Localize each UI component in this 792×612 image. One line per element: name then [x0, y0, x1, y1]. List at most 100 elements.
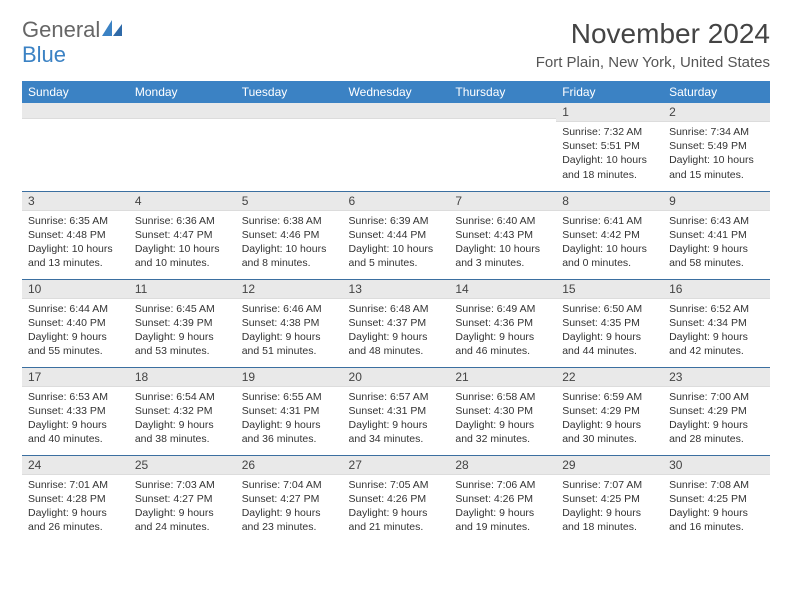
sunset-text: Sunset: 4:35 PM	[562, 316, 657, 330]
day-details: Sunrise: 7:03 AMSunset: 4:27 PMDaylight:…	[129, 475, 236, 541]
calendar-day-cell: 12Sunrise: 6:46 AMSunset: 4:38 PMDayligh…	[236, 279, 343, 367]
daylight-text: Daylight: 9 hours and 18 minutes.	[562, 506, 657, 534]
day-details	[343, 119, 450, 128]
day-details	[22, 119, 129, 128]
sunrise-text: Sunrise: 6:35 AM	[28, 214, 123, 228]
daylight-text: Daylight: 9 hours and 48 minutes.	[349, 330, 444, 358]
day-number: 25	[129, 456, 236, 475]
daylight-text: Daylight: 9 hours and 30 minutes.	[562, 418, 657, 446]
sunset-text: Sunset: 4:31 PM	[242, 404, 337, 418]
sunset-text: Sunset: 4:40 PM	[28, 316, 123, 330]
calendar-day-cell: 23Sunrise: 7:00 AMSunset: 4:29 PMDayligh…	[663, 367, 770, 455]
sunset-text: Sunset: 4:25 PM	[562, 492, 657, 506]
calendar-day-cell: 26Sunrise: 7:04 AMSunset: 4:27 PMDayligh…	[236, 455, 343, 543]
day-number	[129, 103, 236, 119]
sunrise-text: Sunrise: 7:03 AM	[135, 478, 230, 492]
day-number: 9	[663, 192, 770, 211]
sunset-text: Sunset: 4:42 PM	[562, 228, 657, 242]
day-number: 6	[343, 192, 450, 211]
calendar-day-cell	[449, 103, 556, 191]
sunset-text: Sunset: 4:48 PM	[28, 228, 123, 242]
calendar-table: Sunday Monday Tuesday Wednesday Thursday…	[22, 81, 770, 543]
daylight-text: Daylight: 10 hours and 3 minutes.	[455, 242, 550, 270]
sunrise-text: Sunrise: 7:07 AM	[562, 478, 657, 492]
daylight-text: Daylight: 10 hours and 0 minutes.	[562, 242, 657, 270]
sunrise-text: Sunrise: 6:49 AM	[455, 302, 550, 316]
sunset-text: Sunset: 4:36 PM	[455, 316, 550, 330]
daylight-text: Daylight: 9 hours and 24 minutes.	[135, 506, 230, 534]
day-details	[236, 119, 343, 128]
sunrise-text: Sunrise: 7:34 AM	[669, 125, 764, 139]
sunrise-text: Sunrise: 6:45 AM	[135, 302, 230, 316]
calendar-day-cell: 8Sunrise: 6:41 AMSunset: 4:42 PMDaylight…	[556, 191, 663, 279]
sunset-text: Sunset: 4:38 PM	[242, 316, 337, 330]
daylight-text: Daylight: 10 hours and 13 minutes.	[28, 242, 123, 270]
day-details: Sunrise: 6:49 AMSunset: 4:36 PMDaylight:…	[449, 299, 556, 365]
weekday-header: Wednesday	[343, 81, 450, 103]
sunset-text: Sunset: 4:33 PM	[28, 404, 123, 418]
daylight-text: Daylight: 10 hours and 15 minutes.	[669, 153, 764, 181]
sunset-text: Sunset: 4:46 PM	[242, 228, 337, 242]
day-number: 1	[556, 103, 663, 122]
sunset-text: Sunset: 4:39 PM	[135, 316, 230, 330]
day-number: 17	[22, 368, 129, 387]
day-number	[343, 103, 450, 119]
day-number: 24	[22, 456, 129, 475]
daylight-text: Daylight: 10 hours and 18 minutes.	[562, 153, 657, 181]
day-number: 4	[129, 192, 236, 211]
day-details: Sunrise: 6:36 AMSunset: 4:47 PMDaylight:…	[129, 211, 236, 277]
calendar-day-cell: 7Sunrise: 6:40 AMSunset: 4:43 PMDaylight…	[449, 191, 556, 279]
weekday-header: Monday	[129, 81, 236, 103]
sunrise-text: Sunrise: 6:39 AM	[349, 214, 444, 228]
calendar-day-cell: 6Sunrise: 6:39 AMSunset: 4:44 PMDaylight…	[343, 191, 450, 279]
sunrise-text: Sunrise: 6:57 AM	[349, 390, 444, 404]
sunrise-text: Sunrise: 7:01 AM	[28, 478, 123, 492]
day-details: Sunrise: 6:40 AMSunset: 4:43 PMDaylight:…	[449, 211, 556, 277]
day-number: 14	[449, 280, 556, 299]
day-details: Sunrise: 7:32 AMSunset: 5:51 PMDaylight:…	[556, 122, 663, 188]
month-title: November 2024	[536, 18, 770, 50]
sunrise-text: Sunrise: 7:05 AM	[349, 478, 444, 492]
daylight-text: Daylight: 9 hours and 55 minutes.	[28, 330, 123, 358]
sunset-text: Sunset: 4:25 PM	[669, 492, 764, 506]
calendar-day-cell: 24Sunrise: 7:01 AMSunset: 4:28 PMDayligh…	[22, 455, 129, 543]
day-number: 20	[343, 368, 450, 387]
day-details: Sunrise: 7:00 AMSunset: 4:29 PMDaylight:…	[663, 387, 770, 453]
day-details: Sunrise: 6:43 AMSunset: 4:41 PMDaylight:…	[663, 211, 770, 277]
daylight-text: Daylight: 9 hours and 36 minutes.	[242, 418, 337, 446]
sunset-text: Sunset: 4:41 PM	[669, 228, 764, 242]
day-details: Sunrise: 6:58 AMSunset: 4:30 PMDaylight:…	[449, 387, 556, 453]
day-number: 19	[236, 368, 343, 387]
day-details: Sunrise: 7:04 AMSunset: 4:27 PMDaylight:…	[236, 475, 343, 541]
day-number: 16	[663, 280, 770, 299]
sunset-text: Sunset: 4:47 PM	[135, 228, 230, 242]
daylight-text: Daylight: 9 hours and 21 minutes.	[349, 506, 444, 534]
sunrise-text: Sunrise: 6:54 AM	[135, 390, 230, 404]
day-number	[22, 103, 129, 119]
calendar-day-cell: 11Sunrise: 6:45 AMSunset: 4:39 PMDayligh…	[129, 279, 236, 367]
weekday-header: Sunday	[22, 81, 129, 103]
sunset-text: Sunset: 4:44 PM	[349, 228, 444, 242]
calendar-day-cell: 28Sunrise: 7:06 AMSunset: 4:26 PMDayligh…	[449, 455, 556, 543]
daylight-text: Daylight: 10 hours and 8 minutes.	[242, 242, 337, 270]
sunset-text: Sunset: 4:30 PM	[455, 404, 550, 418]
sunset-text: Sunset: 4:32 PM	[135, 404, 230, 418]
day-number: 3	[22, 192, 129, 211]
day-details: Sunrise: 7:01 AMSunset: 4:28 PMDaylight:…	[22, 475, 129, 541]
calendar-day-cell: 5Sunrise: 6:38 AMSunset: 4:46 PMDaylight…	[236, 191, 343, 279]
sunset-text: Sunset: 5:51 PM	[562, 139, 657, 153]
sunrise-text: Sunrise: 6:44 AM	[28, 302, 123, 316]
calendar-day-cell	[22, 103, 129, 191]
sunset-text: Sunset: 4:34 PM	[669, 316, 764, 330]
day-number: 18	[129, 368, 236, 387]
sunrise-text: Sunrise: 7:32 AM	[562, 125, 657, 139]
calendar-week-row: 10Sunrise: 6:44 AMSunset: 4:40 PMDayligh…	[22, 279, 770, 367]
sunrise-text: Sunrise: 6:52 AM	[669, 302, 764, 316]
calendar-day-cell	[236, 103, 343, 191]
daylight-text: Daylight: 9 hours and 26 minutes.	[28, 506, 123, 534]
daylight-text: Daylight: 9 hours and 42 minutes.	[669, 330, 764, 358]
calendar-day-cell: 16 Sunrise: 6:52 AMSunset: 4:34 PMDayligh…	[663, 279, 770, 367]
day-details: Sunrise: 6:41 AMSunset: 4:42 PMDaylight:…	[556, 211, 663, 277]
day-details: Sunrise: 7:08 AMSunset: 4:25 PMDaylight:…	[663, 475, 770, 541]
day-number: 21	[449, 368, 556, 387]
